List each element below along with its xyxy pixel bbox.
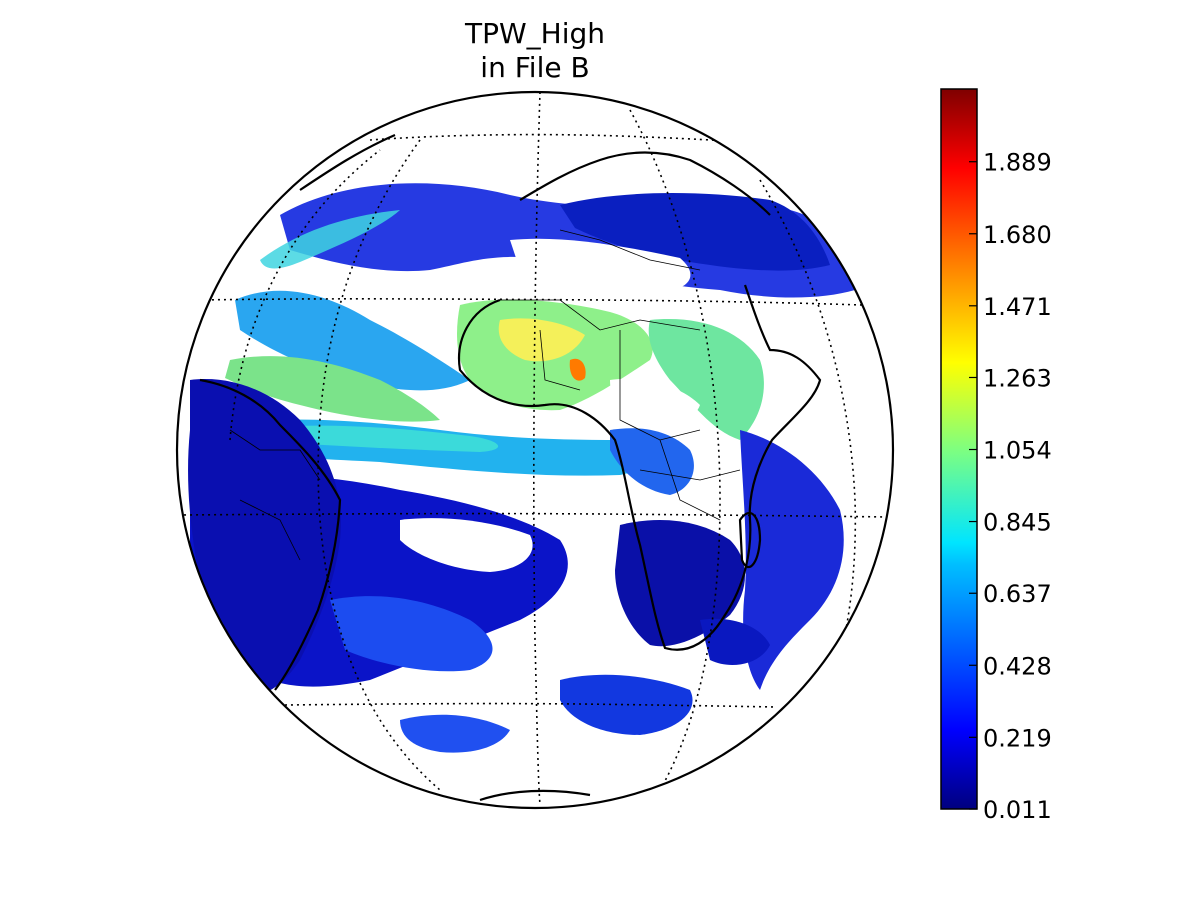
colorbar-tick-label: 0.219: [983, 724, 1052, 752]
globe-outline: [175, 90, 895, 810]
tpw-africa-east: [648, 319, 764, 440]
tpw-africa-hotspot: [569, 358, 586, 381]
parallel-30n: [199, 298, 863, 306]
map-subtitle: in File B: [480, 51, 590, 84]
coast-africa: [457, 284, 822, 651]
globe: [175, 90, 895, 810]
parallel-60n: [369, 133, 761, 144]
map-title: TPW_High: [464, 17, 606, 50]
colorbar-tick-label: 1.471: [983, 293, 1052, 321]
tpw-south-africa: [615, 520, 745, 647]
colorbar-tick-label: 1.054: [983, 437, 1052, 465]
parallel-equator: [177, 512, 891, 518]
coast-antarctic: [479, 789, 591, 802]
colorbar-tick-label: 0.845: [983, 509, 1052, 537]
tpw-band-atlantic-green: [225, 356, 440, 422]
colorbar-tick-label: 1.263: [983, 364, 1052, 392]
tpw-south-patch-4: [700, 618, 770, 665]
country-borders: [229, 229, 741, 561]
coastlines: [199, 133, 822, 802]
tpw-indian-ocean: [740, 430, 844, 690]
coast-madagascar: [738, 512, 762, 568]
coast-greenland: [299, 133, 396, 191]
gap-sahara: [510, 238, 691, 292]
colorbar-tick-label: 0.428: [983, 652, 1052, 680]
colorbar-ticks: 0.011 0.219 0.428 0.637 0.845 1.054 1.263 1.471…: [969, 149, 1052, 824]
tpw-band-med: [560, 193, 830, 271]
tpw-africa-west-yellow: [498, 318, 585, 362]
tpw-south-america: [188, 379, 341, 694]
gap-africa-interior: [610, 378, 700, 426]
meridian-mid-left: [317, 139, 441, 791]
coast-south-america: [199, 378, 342, 691]
tpw-field: [188, 183, 855, 753]
tpw-band-atlantic-cyan: [235, 290, 470, 391]
tpw-south-patch-1: [330, 596, 493, 672]
tpw-south-patch-2: [560, 674, 693, 735]
colorbar-tick-label: 0.011: [983, 796, 1052, 824]
colorbar: 0.011 0.219 0.428 0.637 0.845 1.054 1.263 1.471…: [940, 88, 1052, 824]
coast-europe: [519, 151, 771, 216]
colorbar-tick-label: 1.680: [983, 221, 1052, 249]
colorbar-tick-label: 1.889: [983, 149, 1052, 177]
colorbar-tick-label: 0.637: [983, 580, 1052, 608]
tpw-south-patch-3: [400, 714, 510, 753]
gap-atlantic-south: [400, 518, 533, 572]
tpw-north-arc: [260, 210, 400, 269]
